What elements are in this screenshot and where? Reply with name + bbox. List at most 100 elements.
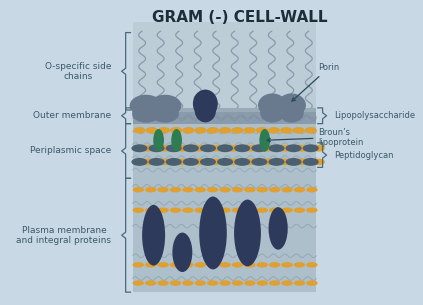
Ellipse shape bbox=[217, 144, 233, 152]
Ellipse shape bbox=[259, 129, 270, 152]
Ellipse shape bbox=[133, 127, 146, 134]
Ellipse shape bbox=[303, 158, 319, 166]
Ellipse shape bbox=[145, 280, 157, 286]
Ellipse shape bbox=[207, 207, 218, 213]
Ellipse shape bbox=[278, 145, 291, 152]
Ellipse shape bbox=[296, 159, 308, 165]
Ellipse shape bbox=[294, 280, 305, 286]
Text: Periplasmic space: Periplasmic space bbox=[30, 146, 112, 156]
Ellipse shape bbox=[220, 207, 231, 213]
Ellipse shape bbox=[159, 159, 171, 165]
Ellipse shape bbox=[217, 158, 233, 166]
Ellipse shape bbox=[195, 187, 206, 192]
Ellipse shape bbox=[193, 159, 205, 165]
Ellipse shape bbox=[141, 145, 154, 152]
Ellipse shape bbox=[182, 207, 194, 213]
Ellipse shape bbox=[210, 145, 222, 152]
Ellipse shape bbox=[255, 127, 268, 134]
Ellipse shape bbox=[278, 159, 291, 165]
Ellipse shape bbox=[294, 187, 305, 192]
Ellipse shape bbox=[182, 280, 194, 286]
Ellipse shape bbox=[157, 187, 169, 192]
Ellipse shape bbox=[306, 207, 318, 213]
Ellipse shape bbox=[251, 144, 267, 152]
Bar bbox=[132, 22, 316, 292]
Ellipse shape bbox=[306, 187, 318, 192]
Ellipse shape bbox=[305, 127, 317, 134]
Ellipse shape bbox=[244, 145, 256, 152]
Ellipse shape bbox=[182, 262, 194, 267]
Ellipse shape bbox=[294, 262, 305, 267]
Ellipse shape bbox=[280, 127, 292, 134]
Ellipse shape bbox=[296, 145, 308, 152]
Bar bbox=[132, 124, 316, 178]
Ellipse shape bbox=[219, 127, 231, 134]
Ellipse shape bbox=[195, 262, 206, 267]
Ellipse shape bbox=[157, 262, 169, 267]
Ellipse shape bbox=[256, 280, 268, 286]
Ellipse shape bbox=[279, 103, 304, 123]
Ellipse shape bbox=[173, 233, 192, 272]
Ellipse shape bbox=[170, 207, 181, 213]
Ellipse shape bbox=[132, 158, 148, 166]
Ellipse shape bbox=[142, 205, 165, 266]
Ellipse shape bbox=[244, 187, 255, 192]
Ellipse shape bbox=[195, 280, 206, 286]
Ellipse shape bbox=[132, 207, 144, 213]
Ellipse shape bbox=[195, 99, 216, 122]
Ellipse shape bbox=[269, 144, 285, 152]
Ellipse shape bbox=[286, 144, 302, 152]
Ellipse shape bbox=[132, 187, 144, 192]
Ellipse shape bbox=[149, 95, 181, 117]
Ellipse shape bbox=[146, 127, 158, 134]
Text: Broun’s
lipoprotein: Broun’s lipoprotein bbox=[267, 127, 364, 147]
Ellipse shape bbox=[227, 159, 239, 165]
Ellipse shape bbox=[244, 159, 256, 165]
Ellipse shape bbox=[159, 145, 171, 152]
Text: Plasma membrane
and integral proteins: Plasma membrane and integral proteins bbox=[16, 225, 112, 245]
Ellipse shape bbox=[220, 262, 231, 267]
Ellipse shape bbox=[145, 207, 157, 213]
Ellipse shape bbox=[207, 187, 218, 192]
Text: Lipopolysaccharide: Lipopolysaccharide bbox=[334, 111, 415, 120]
Ellipse shape bbox=[220, 280, 231, 286]
Ellipse shape bbox=[256, 187, 268, 192]
Ellipse shape bbox=[269, 207, 288, 250]
Ellipse shape bbox=[145, 262, 157, 267]
Ellipse shape bbox=[269, 207, 280, 213]
Ellipse shape bbox=[166, 158, 182, 166]
Ellipse shape bbox=[277, 93, 306, 117]
Ellipse shape bbox=[148, 144, 165, 152]
Text: O-specific side
chains: O-specific side chains bbox=[45, 62, 112, 81]
Ellipse shape bbox=[132, 105, 160, 123]
Ellipse shape bbox=[157, 207, 169, 213]
Bar bbox=[132, 108, 316, 112]
Ellipse shape bbox=[261, 159, 274, 165]
Ellipse shape bbox=[232, 262, 243, 267]
Ellipse shape bbox=[313, 159, 325, 165]
Ellipse shape bbox=[207, 262, 218, 267]
Ellipse shape bbox=[148, 158, 165, 166]
Ellipse shape bbox=[151, 105, 179, 123]
Ellipse shape bbox=[170, 127, 182, 134]
Ellipse shape bbox=[220, 187, 231, 192]
Ellipse shape bbox=[200, 158, 216, 166]
Ellipse shape bbox=[200, 144, 216, 152]
Ellipse shape bbox=[281, 262, 293, 267]
Ellipse shape bbox=[256, 207, 268, 213]
Text: Porin: Porin bbox=[292, 63, 340, 101]
Ellipse shape bbox=[231, 127, 244, 134]
Ellipse shape bbox=[182, 127, 195, 134]
Ellipse shape bbox=[193, 90, 218, 118]
Text: Peptidoglycan: Peptidoglycan bbox=[334, 151, 393, 160]
Ellipse shape bbox=[153, 129, 164, 152]
Ellipse shape bbox=[176, 159, 188, 165]
Ellipse shape bbox=[176, 145, 188, 152]
Ellipse shape bbox=[234, 199, 261, 266]
Ellipse shape bbox=[281, 207, 293, 213]
Ellipse shape bbox=[195, 127, 207, 134]
Ellipse shape bbox=[132, 262, 144, 267]
Ellipse shape bbox=[292, 127, 305, 134]
Ellipse shape bbox=[269, 280, 280, 286]
Ellipse shape bbox=[294, 207, 305, 213]
